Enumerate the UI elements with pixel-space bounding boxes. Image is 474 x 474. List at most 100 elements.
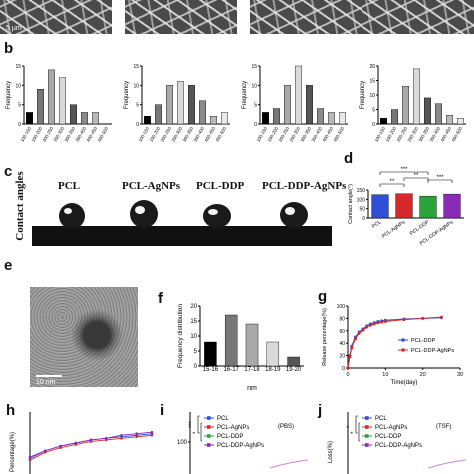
y-axis-label: Loss(%): [328, 441, 334, 463]
histogram-b4: 05101520100-150150-200200-250250-300300-…: [360, 64, 466, 143]
legend-marker: [401, 338, 405, 342]
y-tick-label: 60: [339, 329, 345, 335]
y-tick-label: 100: [337, 304, 346, 310]
bar: [37, 89, 45, 125]
sem-image-pcl-ddp-agnps: [362, 0, 474, 34]
sample-label-pcl-agnps: PCL-AgNPs: [122, 180, 181, 192]
significance-label: *: [351, 431, 357, 434]
significance-label: *: [193, 431, 199, 434]
tem-image-agnps: 10 nm: [30, 287, 138, 387]
y-tick-label: 0: [18, 122, 21, 128]
series-line: [427, 459, 467, 469]
data-point: [150, 430, 154, 434]
sem-image-pcl-ddp: [250, 0, 362, 34]
significance-bracket: [427, 179, 453, 183]
y-tick-label: 10: [251, 83, 257, 89]
legend-label: PCL: [217, 416, 229, 422]
data-point: [120, 437, 123, 440]
y-tick-label: 20: [190, 304, 197, 310]
y-tick-label: 20: [369, 64, 375, 70]
bar: [209, 116, 217, 125]
bar: [434, 103, 442, 125]
bar: [391, 109, 399, 125]
panel-label-g: g: [318, 288, 328, 305]
legend-label: PCL-DDP: [411, 338, 435, 344]
bar: [295, 65, 303, 125]
bar: [413, 68, 421, 125]
x-tick-label: PCL: [371, 219, 383, 230]
annotation: (TSF): [436, 424, 451, 430]
bar: [198, 100, 206, 125]
panel-label-h: h: [6, 402, 16, 419]
panel-label-j: j: [318, 402, 323, 419]
legend-label: PCL-DDP: [217, 434, 243, 440]
bar: [220, 112, 228, 125]
bar: [445, 115, 453, 125]
y-tick-label: 15: [190, 319, 197, 325]
y-axis-label: Frequency: [124, 81, 130, 109]
bar: [287, 356, 300, 367]
bar: [327, 112, 335, 125]
x-tick-label: PCL-DDP: [409, 219, 431, 237]
y-axis-label: Release percentage(%): [322, 308, 328, 366]
significance-bracket: [379, 171, 429, 175]
y-axis-label: Frequency: [6, 81, 12, 109]
significance-bracket: [197, 415, 200, 434]
x-tick-label: 15-16: [203, 367, 219, 373]
legend-marker: [207, 443, 211, 447]
y-tick-label: 10: [190, 334, 197, 340]
y-tick-label: 20: [339, 354, 345, 360]
data-point: [135, 432, 139, 435]
x-tick-label: 450-500: [215, 126, 228, 143]
legend-marker: [365, 416, 369, 420]
significance-label: ***: [400, 167, 408, 173]
y-axis-label: Frequency: [242, 81, 248, 109]
y-axis-label: Frequency distribution: [177, 304, 184, 368]
bar: [273, 108, 281, 125]
bar: [48, 69, 56, 125]
legend-label: PCL-DDP-AgNPs: [375, 443, 422, 449]
legend-marker: [365, 434, 369, 438]
contact-angle-axis-label: Contact angles: [14, 171, 26, 241]
data-point: [28, 458, 32, 462]
bar: [155, 104, 163, 125]
sem-image-pcl-agnps: [125, 0, 237, 34]
data-point: [348, 355, 352, 359]
x-tick-label: PCL-AgNPs: [381, 219, 407, 240]
legend-marker: [207, 434, 211, 438]
data-point: [365, 325, 369, 329]
droplet-pcl-ddp: [203, 204, 231, 228]
data-point: [372, 322, 376, 326]
x-axis-label: Time(day): [391, 380, 418, 386]
bar: [26, 112, 34, 125]
significance-label: **: [390, 179, 395, 185]
y-tick-label: 10: [369, 93, 375, 99]
data-point: [74, 441, 78, 445]
significance-bracket: [403, 177, 429, 181]
y-tick-label: 80: [339, 316, 345, 322]
x-tick-label: 450-500: [451, 126, 464, 143]
data-point: [421, 316, 425, 320]
histogram-b3: 051015100-150150-200200-250250-300300-35…: [242, 64, 348, 143]
bar: [166, 85, 174, 125]
legend-marker: [365, 425, 369, 429]
y-tick-label: 5: [254, 103, 257, 109]
y-tick-label: 40: [339, 341, 345, 347]
bar: [284, 85, 292, 125]
sample-label-pcl-ddp-agnps: PCL-DDP-AgNPs: [262, 180, 347, 192]
bar: [423, 97, 431, 125]
bar: [91, 112, 99, 125]
data-point: [150, 433, 154, 437]
x-tick-label: 20: [420, 372, 426, 378]
y-tick-label: 0: [362, 216, 365, 222]
histogram-b1: 051015100-150150-200200-250250-300300-35…: [6, 64, 112, 143]
sem-image-pcl: 5 μm: [0, 0, 112, 34]
bar: [402, 86, 410, 125]
y-tick-label: 100: [177, 440, 188, 446]
contact-angle-droplets: [32, 200, 332, 246]
data-point: [361, 328, 365, 332]
bar: [59, 77, 67, 125]
data-point: [383, 320, 387, 323]
bar: [305, 85, 313, 125]
y-tick-label: 0: [194, 364, 198, 370]
